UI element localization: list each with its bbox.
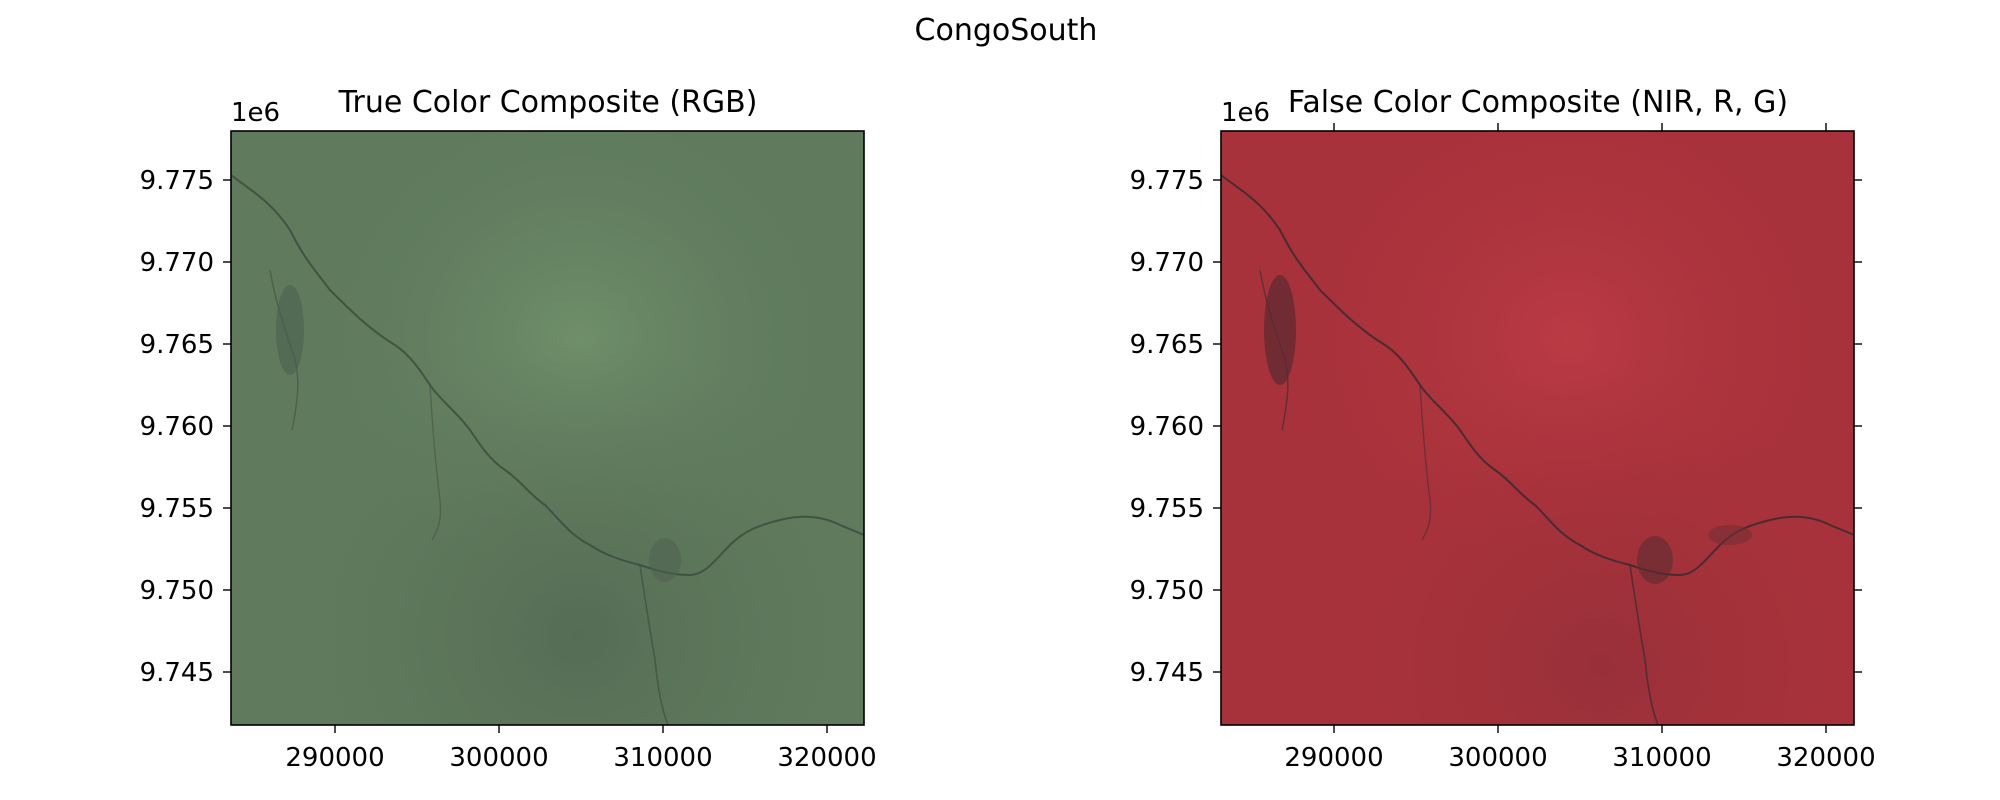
- y-tick-label: 9.770: [140, 248, 214, 278]
- panel-title: False Color Composite (NIR, R, G): [1288, 85, 1788, 120]
- y-tick-label: 9.755: [1130, 494, 1204, 524]
- panel-title: True Color Composite (RGB): [338, 85, 758, 120]
- y-tick-label: 9.745: [140, 658, 214, 688]
- y-tick-label: 9.770: [1130, 248, 1204, 278]
- right-ticks: [1854, 179, 1862, 673]
- y-axis-offset-label: 1e6: [1221, 98, 1270, 128]
- y-tick-label: 9.750: [1130, 576, 1204, 606]
- y-tick-label: 9.755: [140, 494, 214, 524]
- y-tick-label: 9.760: [1130, 412, 1204, 442]
- y-tick-label: 9.760: [140, 412, 214, 442]
- y-tick-label: 9.765: [140, 330, 214, 360]
- x-tick-label: 300000: [1448, 743, 1547, 773]
- figure-suptitle: CongoSouth: [915, 13, 1098, 48]
- y-axis-offset-label: 1e6: [231, 98, 280, 128]
- panel-false-color: False Color Composite (NIR, R, G) 1e6: [1130, 85, 1876, 773]
- x-tick-label: 310000: [613, 743, 712, 773]
- top-ticks: [1333, 123, 1827, 131]
- panel-true-color: True Color Composite (RGB) 1e6 9.775 9.7…: [140, 85, 877, 773]
- x-axis: 290000 300000 310000 320000: [285, 725, 877, 773]
- x-tick-label: 320000: [1776, 743, 1875, 773]
- satellite-image-rgb: [231, 131, 864, 725]
- y-tick-label: 9.750: [140, 576, 214, 606]
- x-tick-label: 290000: [1284, 743, 1383, 773]
- y-tick-label: 9.765: [1130, 330, 1204, 360]
- y-tick-label: 9.775: [140, 166, 214, 196]
- y-tick-label: 9.745: [1130, 658, 1204, 688]
- x-tick-label: 320000: [777, 743, 876, 773]
- x-tick-label: 290000: [285, 743, 384, 773]
- x-tick-label: 300000: [449, 743, 548, 773]
- x-tick-label: 310000: [1612, 743, 1711, 773]
- axes-frame: [230, 130, 865, 726]
- y-tick-label: 9.775: [1130, 166, 1204, 196]
- x-axis: 290000 300000 310000 320000: [1284, 725, 1876, 773]
- y-axis: 9.775 9.770 9.765 9.760 9.755 9.750 9.74…: [1130, 166, 1221, 688]
- axes-frame: [1220, 130, 1855, 726]
- y-axis: 9.775 9.770 9.765 9.760 9.755 9.750 9.74…: [140, 166, 231, 688]
- satellite-image-false-color: [1221, 131, 1854, 725]
